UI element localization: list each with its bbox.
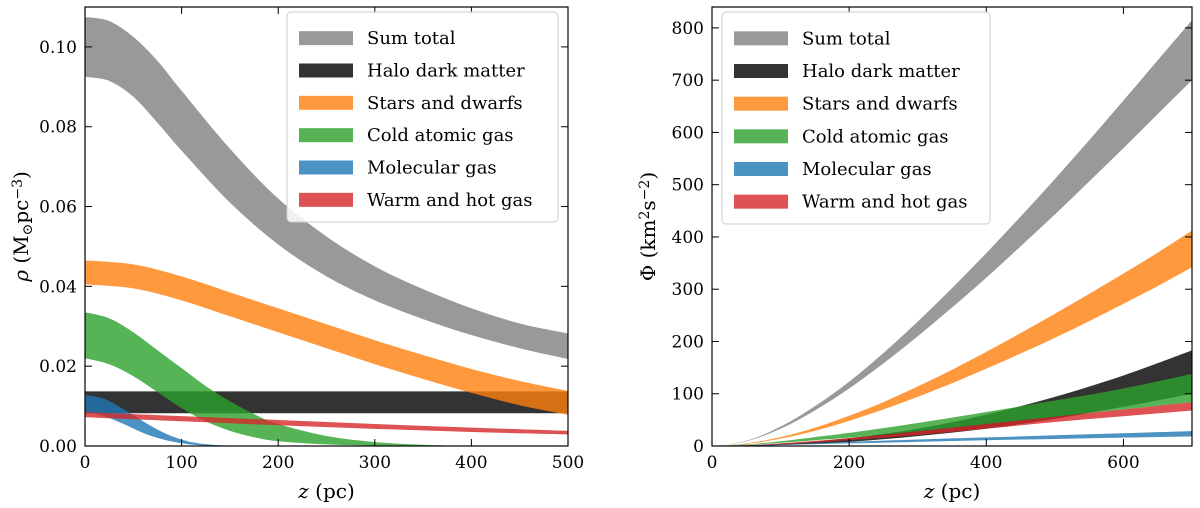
legend-swatch-halo-dark-matter	[299, 63, 353, 78]
y-tick-label: 800	[672, 19, 704, 39]
legend-label-stars-and-dwarfs: Stars and dwarfs	[367, 93, 523, 114]
y-tick-label: 0.00	[39, 437, 77, 457]
y-tick-label: 600	[672, 123, 704, 143]
legend-swatch-halo-dark-matter	[734, 64, 788, 78]
legend-label-molecular-gas: Molecular gas	[367, 158, 497, 179]
x-tick-label: 400	[455, 453, 487, 473]
right-plot-area	[712, 20, 1192, 446]
legend-label-stars-and-dwarfs: Stars and dwarfs	[802, 94, 958, 115]
x-tick-label: 100	[165, 453, 197, 473]
y-tick-label: 0.04	[39, 277, 77, 297]
left-panel: 0 100 200 300 400 500 0.00 0.02 0.04 0.06 0.08 0.10…	[9, 6, 584, 503]
legend-label-warm-and-hot-gas: Warm and hot gas	[367, 190, 533, 211]
x-tick-label: 0	[80, 453, 91, 473]
legend-swatch-sum-total	[734, 31, 788, 46]
legend-box	[721, 11, 991, 225]
y-tick-label: 0.10	[39, 38, 77, 58]
x-tick-label: 0	[707, 453, 718, 473]
legend-label-cold-atomic-gas: Cold atomic gas	[367, 125, 514, 146]
y-axis-label: Φ (km2s−2)	[636, 172, 660, 281]
x-tick-label: 200	[262, 453, 294, 473]
legend-swatch-sum-total	[299, 31, 353, 46]
y-tick-label: 0.06	[39, 198, 77, 218]
x-axis-label: z (pc)	[297, 479, 355, 503]
y-tick-label: 200	[672, 332, 704, 352]
legend-swatch-warm-and-hot-gas	[299, 192, 353, 207]
x-tick-label: 400	[970, 453, 1002, 473]
left-axes-frame	[84, 6, 569, 447]
legend-swatch-stars-and-dwarfs	[734, 96, 788, 111]
y-tick-label: 400	[672, 228, 704, 248]
legend-label-warm-and-hot-gas: Warm and hot gas	[802, 192, 968, 213]
x-tick-label: 500	[552, 453, 584, 473]
legend-swatch-cold-atomic-gas	[734, 129, 788, 144]
legend-label-halo-dark-matter: Halo dark matter	[802, 61, 960, 82]
y-tick-label: 0.08	[39, 118, 77, 138]
right-legend: Sum total Halo dark matter Stars and dwarf…	[721, 11, 991, 225]
y-axis-label: ρ (M⊙pc−3)	[9, 171, 36, 283]
x-tick-label: 200	[833, 453, 865, 473]
legend-swatch-warm-and-hot-gas	[734, 194, 788, 209]
legend-swatch-molecular-gas	[734, 162, 788, 176]
legend-label-halo-dark-matter: Halo dark matter	[367, 61, 525, 82]
right-panel: 0 200 400 600 0 100 200 300 400 500 600 700 800 z (pc…	[636, 6, 1193, 503]
band-cold-atomic-gas	[85, 312, 472, 446]
x-tick-label: 600	[1107, 453, 1139, 473]
legend-box	[286, 11, 559, 223]
legend-label-molecular-gas: Molecular gas	[802, 159, 932, 180]
right-axes-frame	[711, 6, 1193, 447]
band-warm-and-hot-gas	[85, 412, 568, 435]
y-tick-label: 100	[672, 385, 704, 405]
y-tick-label: 500	[672, 176, 704, 196]
x-tick-label: 300	[359, 453, 391, 473]
legend-swatch-stars-and-dwarfs	[299, 95, 353, 110]
band-molecular-gas	[85, 394, 279, 446]
y-tick-label: 0.02	[39, 357, 77, 377]
y-tick-label: 300	[672, 280, 704, 300]
left-plot-area	[85, 16, 568, 446]
legend-label-cold-atomic-gas: Cold atomic gas	[802, 126, 949, 147]
left-legend: Sum total Halo dark matter Stars and dwarf…	[286, 11, 559, 223]
y-tick-label: 700	[672, 71, 704, 91]
legend-swatch-molecular-gas	[299, 160, 353, 175]
band-sum-total	[85, 16, 568, 359]
legend-label-sum-total: Sum total	[802, 28, 891, 49]
legend-swatch-cold-atomic-gas	[299, 128, 353, 143]
legend-label-sum-total: Sum total	[367, 28, 456, 49]
band-molecular-gas	[712, 431, 1192, 446]
y-tick-label: 0	[693, 437, 704, 457]
band-cold-atomic-gas	[712, 373, 1192, 446]
band-stars-and-dwarfs	[85, 260, 568, 415]
x-axis-label: z (pc)	[923, 479, 981, 503]
